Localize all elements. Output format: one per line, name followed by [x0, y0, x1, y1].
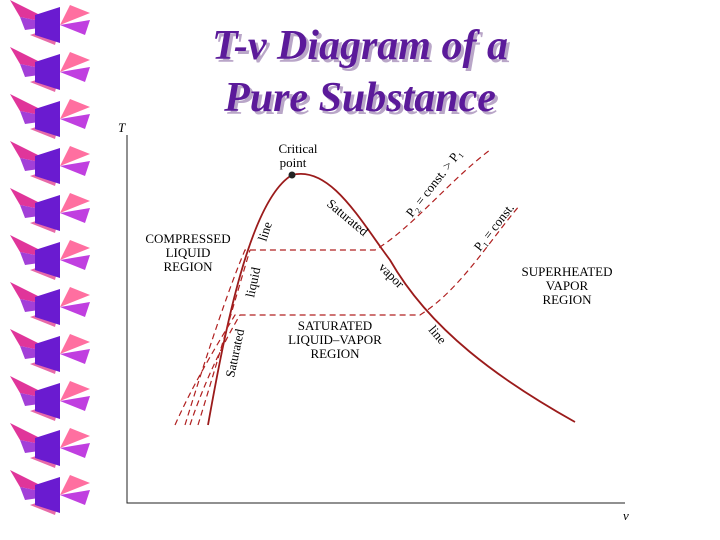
title: T-v Diagram of a Pure Substance T-v Diag… — [212, 23, 511, 124]
label: LIQUID — [166, 245, 211, 260]
title-shadow: T-v Diagram of a — [215, 26, 511, 72]
label: REGION — [542, 292, 592, 307]
saturation-dome — [207, 172, 576, 426]
axes: T v — [118, 120, 629, 523]
label: point — [280, 155, 307, 170]
decoration — [10, 0, 90, 515]
curve-label: vapor — [376, 260, 408, 292]
isobar — [184, 149, 491, 426]
label: REGION — [163, 259, 213, 274]
axis-label: v — [623, 508, 629, 523]
title-line: T-v Diagram of a — [212, 23, 508, 69]
isobar-label: P₁ = const. — [471, 200, 517, 254]
isobar-label: P₂ = const. > P₁ — [403, 146, 465, 220]
label: SUPERHEATED — [521, 264, 612, 279]
label: VAPOR — [546, 278, 589, 293]
curves — [174, 149, 576, 426]
critical-point — [288, 171, 296, 179]
curve-label: line — [255, 220, 275, 243]
axis-label: T — [118, 120, 126, 135]
label: REGION — [310, 346, 360, 361]
title-line: Pure Substance — [223, 75, 496, 121]
label: Critical — [279, 141, 318, 156]
label: COMPRESSED — [145, 231, 230, 246]
curve-label: line — [426, 322, 450, 347]
label: SATURATED — [298, 318, 372, 333]
labels: Critical point COMPRESSED LIQUID REGION … — [145, 141, 612, 379]
isobar — [197, 249, 251, 426]
axis — [126, 135, 625, 504]
curve-label: liquid — [242, 265, 263, 298]
label: LIQUID–VAPOR — [288, 332, 382, 347]
isobar — [189, 314, 241, 426]
isobar — [174, 204, 521, 426]
title-shadow: Pure Substance — [226, 78, 499, 124]
